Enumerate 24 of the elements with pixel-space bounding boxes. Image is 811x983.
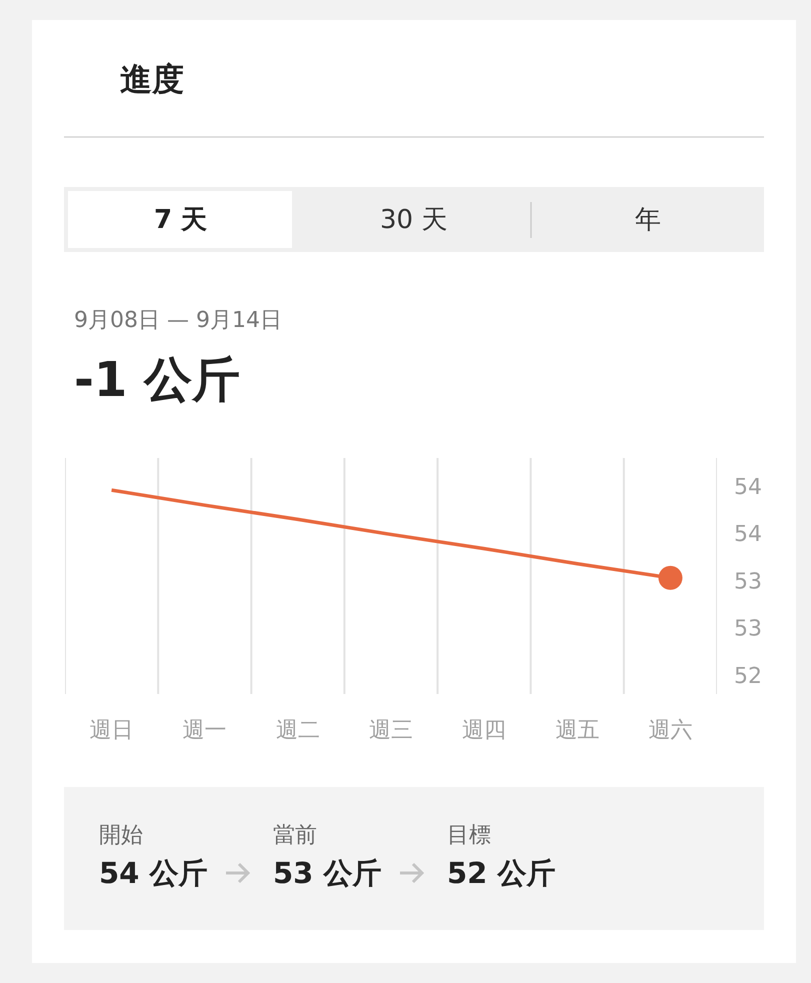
text: 52 公斤 <box>447 856 556 890</box>
text: 年 <box>635 205 661 235</box>
x-tick-label: 週四 <box>462 718 506 743</box>
y-tick-label: 52 <box>734 664 762 689</box>
x-tick-label: 週三 <box>369 718 413 743</box>
y-tick-label: 53 <box>734 569 762 594</box>
text: 當前 <box>273 823 317 848</box>
text: 54 公斤 <box>99 856 208 890</box>
x-tick-label: 週五 <box>555 718 600 743</box>
chart-subtitle: 9月08日 — 9月14日 <box>74 308 282 333</box>
x-tick-label: 週日 <box>90 718 134 743</box>
x-tick-label: 週一 <box>182 718 227 743</box>
y-tick-label: 54 <box>734 522 762 548</box>
text: -1 公斤 <box>74 352 240 408</box>
text: 開始 <box>99 823 143 848</box>
text: 7 天 <box>154 205 208 235</box>
y-tick-label: 54 <box>734 475 762 500</box>
chart-title: 進度 <box>120 60 184 98</box>
x-tick-label: 週六 <box>648 718 692 743</box>
text: 53 公斤 <box>273 856 382 890</box>
y-tick-label: 53 <box>734 616 762 642</box>
x-tick-label: 週二 <box>276 718 320 743</box>
text: 目標 <box>447 823 491 848</box>
text: 30 天 <box>380 205 448 235</box>
